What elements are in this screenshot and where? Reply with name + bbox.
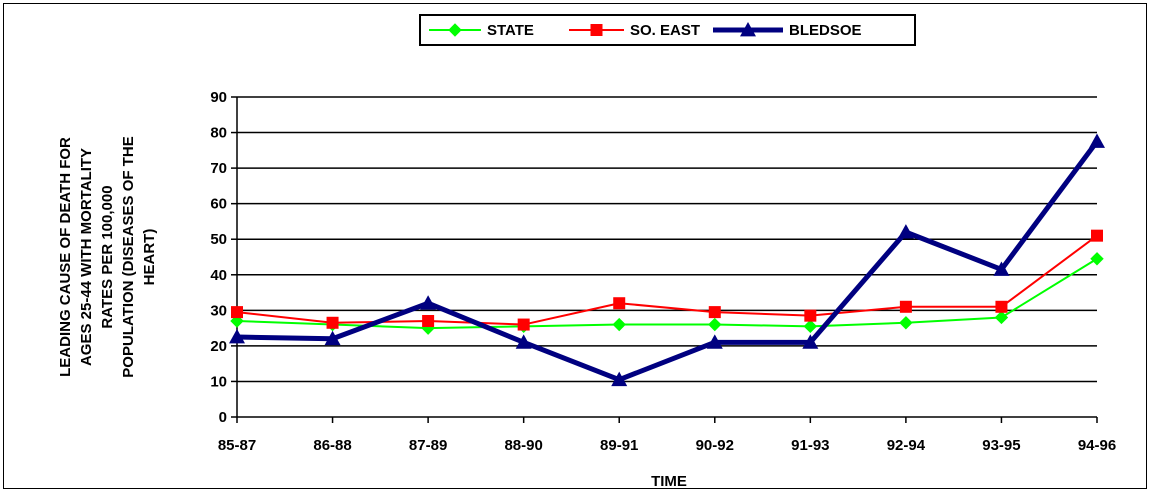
y-tick-label: 50 — [210, 231, 227, 248]
legend: STATE SO. EAST BLEDSOE — [419, 14, 916, 46]
legend-label: BLEDSOE — [789, 22, 862, 39]
legend-label: SO. EAST — [630, 22, 700, 39]
square-marker — [326, 316, 339, 329]
series-line — [236, 257, 1098, 330]
x-tick-labels: 85-87 86-88 87-89 88-90 89-91 90-92 91-93 92-94… — [218, 437, 1116, 454]
y-tick-label: 80 — [210, 125, 227, 142]
square-marker — [708, 306, 721, 319]
square-marker — [1091, 229, 1103, 242]
legend-item: SO. EAST — [569, 22, 700, 39]
y-tick-label: 90 — [210, 89, 227, 106]
x-axis-title: TIME — [651, 473, 687, 490]
series-line — [236, 234, 1098, 326]
x-tick-label: 85-87 — [218, 437, 256, 454]
x-tick-label: 87-89 — [409, 437, 447, 454]
y-axis-title-line: LEADING CAUSE OF DEATH FOR — [57, 137, 74, 377]
legend-item: BLEDSOE — [713, 22, 862, 39]
triangle-marker — [420, 295, 437, 310]
legend-label: STATE — [487, 22, 534, 39]
y-axis-title-line: HEART) — [141, 229, 158, 286]
y-tick-label: 70 — [210, 160, 227, 177]
square-marker — [995, 300, 1008, 313]
triangle-marker — [993, 261, 1010, 276]
square-marker — [613, 297, 626, 310]
chart-frame — [3, 3, 1147, 489]
square-marker — [590, 24, 603, 36]
x-tick-label: 89-91 — [600, 437, 638, 454]
y-tick-label: 0 — [219, 409, 227, 426]
series-line — [236, 139, 1100, 383]
y-tick-label: 60 — [210, 196, 227, 213]
diamond-marker — [994, 310, 1009, 325]
x-tick-label: 88-90 — [504, 437, 542, 454]
triangle-marker — [706, 334, 723, 349]
x-tick-label: 91-93 — [791, 437, 829, 454]
y-axis-title-line: AGES 25-44 WITH MORTALITY — [78, 148, 95, 366]
y-tick-label: 40 — [210, 267, 227, 284]
triangle-marker — [229, 329, 245, 344]
axes — [231, 96, 1098, 423]
triangle-marker — [802, 334, 819, 349]
y-axis-title: LEADING CAUSE OF DEATH FOR AGES 25-44 WIT… — [57, 136, 158, 377]
y-tick-label: 30 — [210, 302, 227, 319]
y-tick-label: 20 — [210, 338, 227, 355]
square-marker — [899, 300, 912, 313]
y-tick-labels: 0 10 20 30 40 50 60 70 80 90 — [210, 89, 227, 426]
y-axis-title-line: RATES PER 100,000 — [99, 185, 116, 328]
triangle-marker — [324, 330, 341, 346]
square-marker — [517, 318, 530, 331]
square-marker — [422, 315, 435, 327]
x-tick-label: 94-96 — [1078, 437, 1116, 454]
x-tick-label: 92-94 — [887, 437, 926, 454]
diamond-marker — [899, 316, 913, 330]
triangle-marker — [1089, 133, 1105, 148]
y-axis-title-line: POPULATION (DISEASES OF THE — [120, 136, 137, 377]
y-tick-label: 10 — [210, 373, 227, 390]
legend-items: STATE SO. EAST BLEDSOE — [429, 22, 862, 39]
square-marker — [804, 309, 817, 322]
series-lines — [229, 133, 1105, 387]
diamond-marker — [708, 317, 722, 332]
diamond-marker — [612, 317, 626, 332]
gridlines — [237, 96, 1097, 383]
diamond-marker — [1090, 252, 1104, 266]
x-tick-label: 86-88 — [313, 437, 351, 454]
series-bledsoe — [229, 133, 1105, 387]
x-tick-label: 90-92 — [696, 437, 734, 454]
legend-item: STATE — [429, 22, 534, 39]
square-marker — [231, 306, 243, 319]
series-so-east — [231, 229, 1103, 331]
triangle-marker — [611, 371, 628, 387]
triangle-marker — [897, 224, 914, 239]
triangle-marker — [515, 334, 532, 349]
diamond-marker — [448, 23, 462, 37]
x-tick-label: 93-95 — [982, 437, 1020, 454]
triangle-marker — [740, 22, 756, 37]
diamond-marker — [803, 319, 818, 334]
